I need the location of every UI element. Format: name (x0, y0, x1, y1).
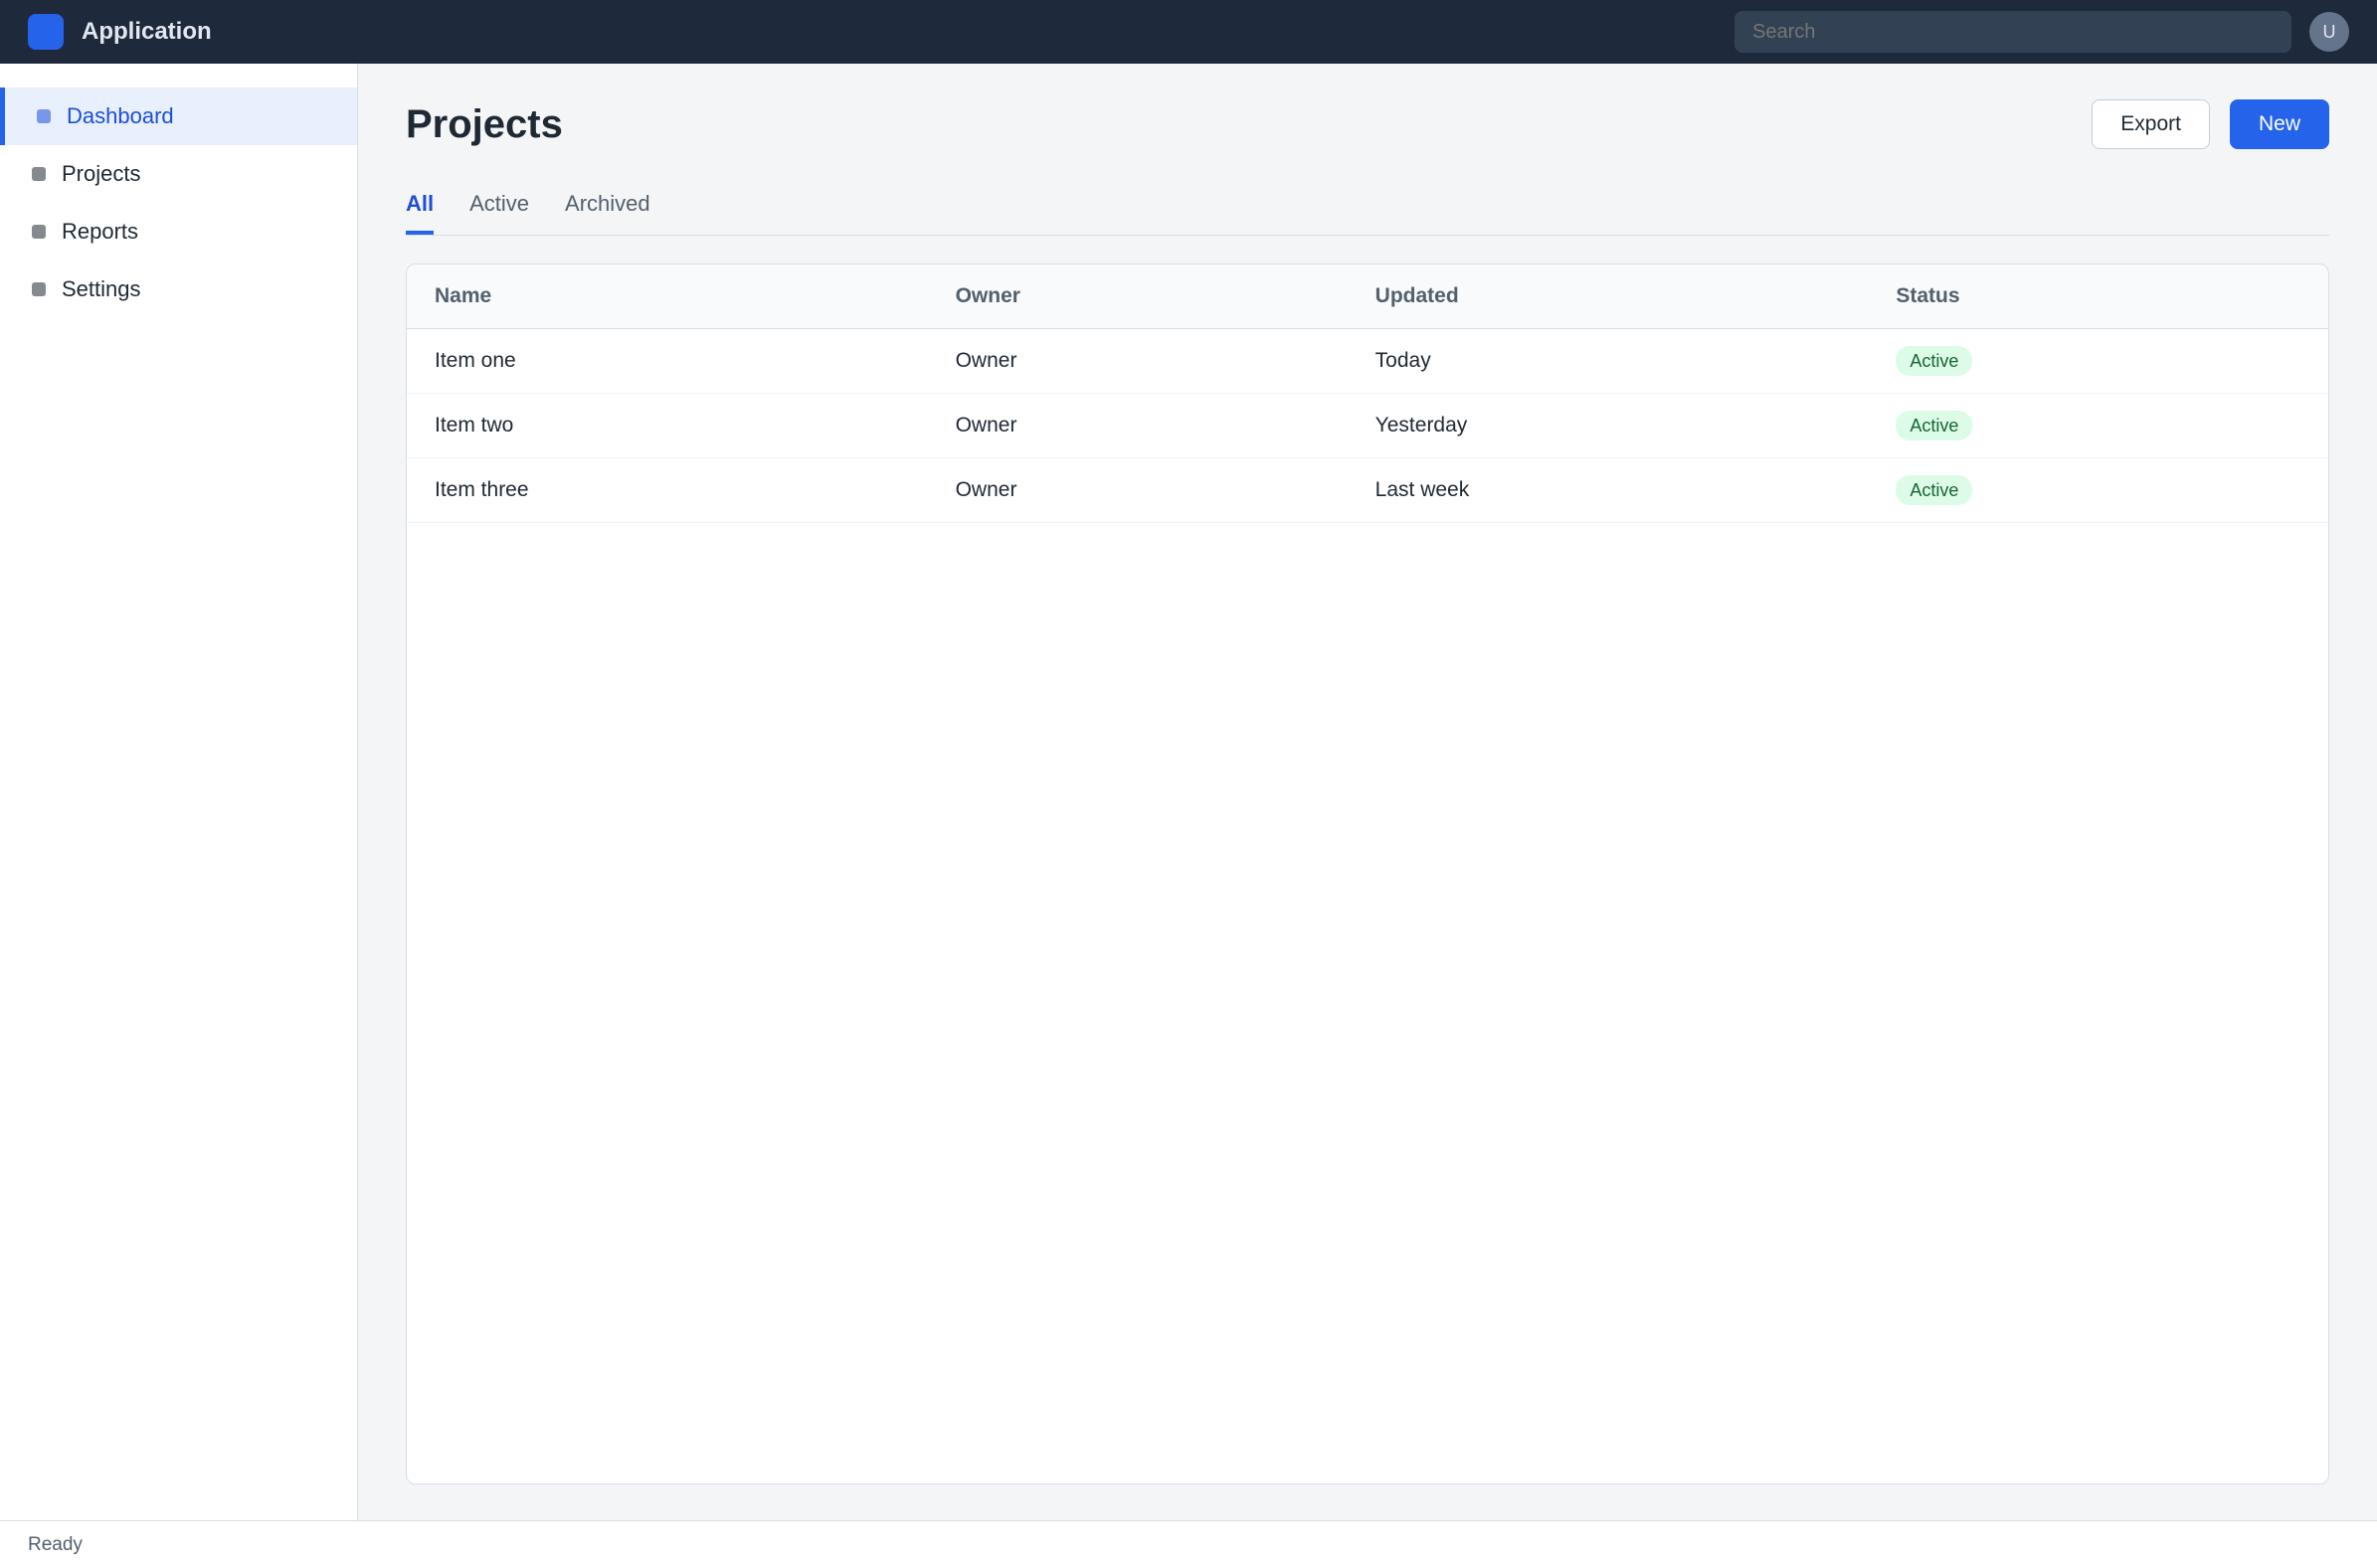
gear-icon (32, 282, 46, 296)
tab-archived[interactable]: Archived (565, 191, 650, 216)
app-logo (28, 14, 64, 50)
search-input[interactable] (1735, 11, 2291, 53)
table-cell: Active (1868, 457, 2328, 523)
sidebar: Dashboard Projects Reports Settings (0, 64, 358, 1520)
column-header[interactable]: Updated (1347, 264, 1869, 329)
table-cell: Item one (407, 328, 928, 394)
table-header-row: Name Owner Updated Status (407, 264, 2328, 329)
table-cell: Owner (927, 328, 1348, 394)
table-cell: Active (1868, 393, 2328, 458)
status-bar: Ready (0, 1520, 2377, 1568)
status-badge: Active (1896, 411, 1973, 440)
sidebar-item-label: Reports (62, 219, 139, 244)
table-cell: Today (1347, 328, 1869, 394)
table-cell: Owner (927, 393, 1348, 458)
main-content: Projects Export New All Active Archived … (358, 64, 2377, 1520)
dashboard-icon (37, 109, 51, 123)
avatar[interactable]: U (2309, 12, 2349, 52)
status-badge: Active (1896, 346, 1973, 376)
export-button[interactable]: Export (2092, 99, 2210, 149)
sidebar-item-dashboard[interactable]: Dashboard (0, 87, 357, 145)
table-row[interactable]: Item one Owner Today Active (407, 328, 2328, 394)
table-cell: Last week (1347, 457, 1869, 523)
column-header[interactable]: Name (407, 264, 928, 329)
title-bar: Application U (0, 0, 2377, 64)
column-header[interactable]: Status (1868, 264, 2328, 329)
table-cell: Item three (407, 457, 928, 523)
column-header[interactable]: Owner (927, 264, 1348, 329)
table-cell: Yesterday (1347, 393, 1869, 458)
status-badge: Active (1896, 475, 1973, 505)
status-text: Ready (28, 1533, 83, 1555)
new-button[interactable]: New (2229, 99, 2329, 149)
table-cell: Item two (407, 393, 928, 458)
table-row[interactable]: Item two Owner Yesterday Active (407, 393, 2328, 458)
app-body: Dashboard Projects Reports Settings Proj… (0, 64, 2377, 1520)
app-title: Application (82, 18, 212, 45)
table-row[interactable]: Item three Owner Last week Active (407, 457, 2328, 523)
sidebar-item-projects[interactable]: Projects (0, 145, 357, 203)
table-cell: Owner (927, 457, 1348, 523)
sidebar-item-label: Settings (62, 276, 141, 301)
chart-icon (32, 225, 46, 239)
sidebar-item-settings[interactable]: Settings (0, 261, 357, 318)
page-title: Projects (406, 101, 563, 146)
tab-active[interactable]: Active (469, 191, 530, 216)
tab-all[interactable]: All (406, 177, 435, 235)
data-table: Name Owner Updated Status Item one Owner… (406, 263, 2329, 1484)
tab-bar: All Active Archived (406, 177, 2329, 236)
table-cell: Active (1868, 328, 2328, 394)
sidebar-item-reports[interactable]: Reports (0, 203, 357, 261)
sidebar-item-label: Projects (62, 161, 141, 186)
folder-icon (32, 167, 46, 181)
sidebar-item-label: Dashboard (67, 103, 174, 128)
page-header: Projects Export New (406, 99, 2329, 149)
